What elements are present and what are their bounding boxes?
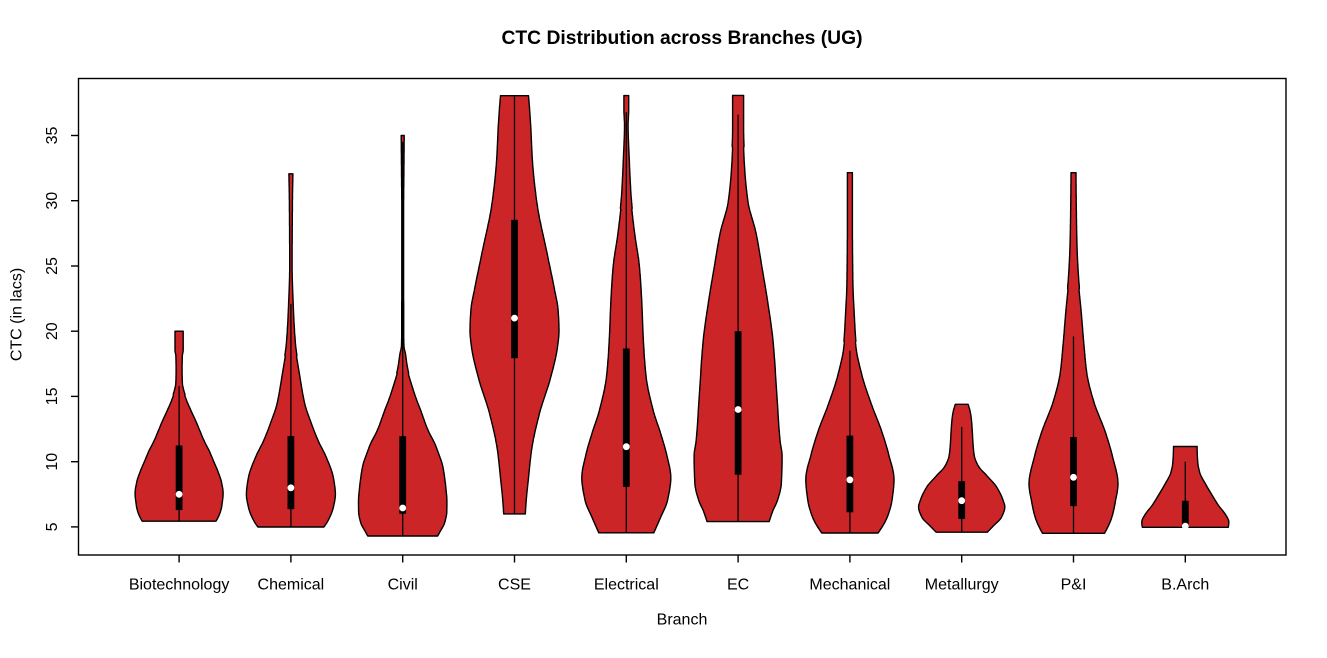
- svg-text:5: 5: [44, 522, 61, 531]
- svg-text:B.Arch: B.Arch: [1161, 577, 1209, 594]
- svg-text:Mechanical: Mechanical: [809, 577, 890, 594]
- svg-text:Civil: Civil: [388, 577, 418, 594]
- svg-text:30: 30: [44, 192, 61, 210]
- svg-text:P&I: P&I: [1061, 577, 1087, 594]
- svg-text:20: 20: [44, 322, 61, 340]
- svg-text:EC: EC: [727, 577, 749, 594]
- svg-text:Metallurgy: Metallurgy: [925, 577, 999, 594]
- svg-text:Chemical: Chemical: [258, 577, 325, 594]
- svg-text:CSE: CSE: [498, 577, 531, 594]
- svg-text:10: 10: [44, 453, 61, 471]
- svg-text:Biotechnology: Biotechnology: [129, 577, 230, 594]
- svg-text:Electrical: Electrical: [594, 577, 659, 594]
- svg-text:35: 35: [44, 127, 61, 145]
- svg-text:CTC (in lacs): CTC (in lacs): [9, 268, 26, 361]
- svg-text:15: 15: [44, 387, 61, 405]
- svg-text:CTC Distribution across Branch: CTC Distribution across Branches (UG): [501, 28, 862, 49]
- svg-text:25: 25: [44, 257, 61, 275]
- svg-text:Branch: Branch: [657, 612, 708, 629]
